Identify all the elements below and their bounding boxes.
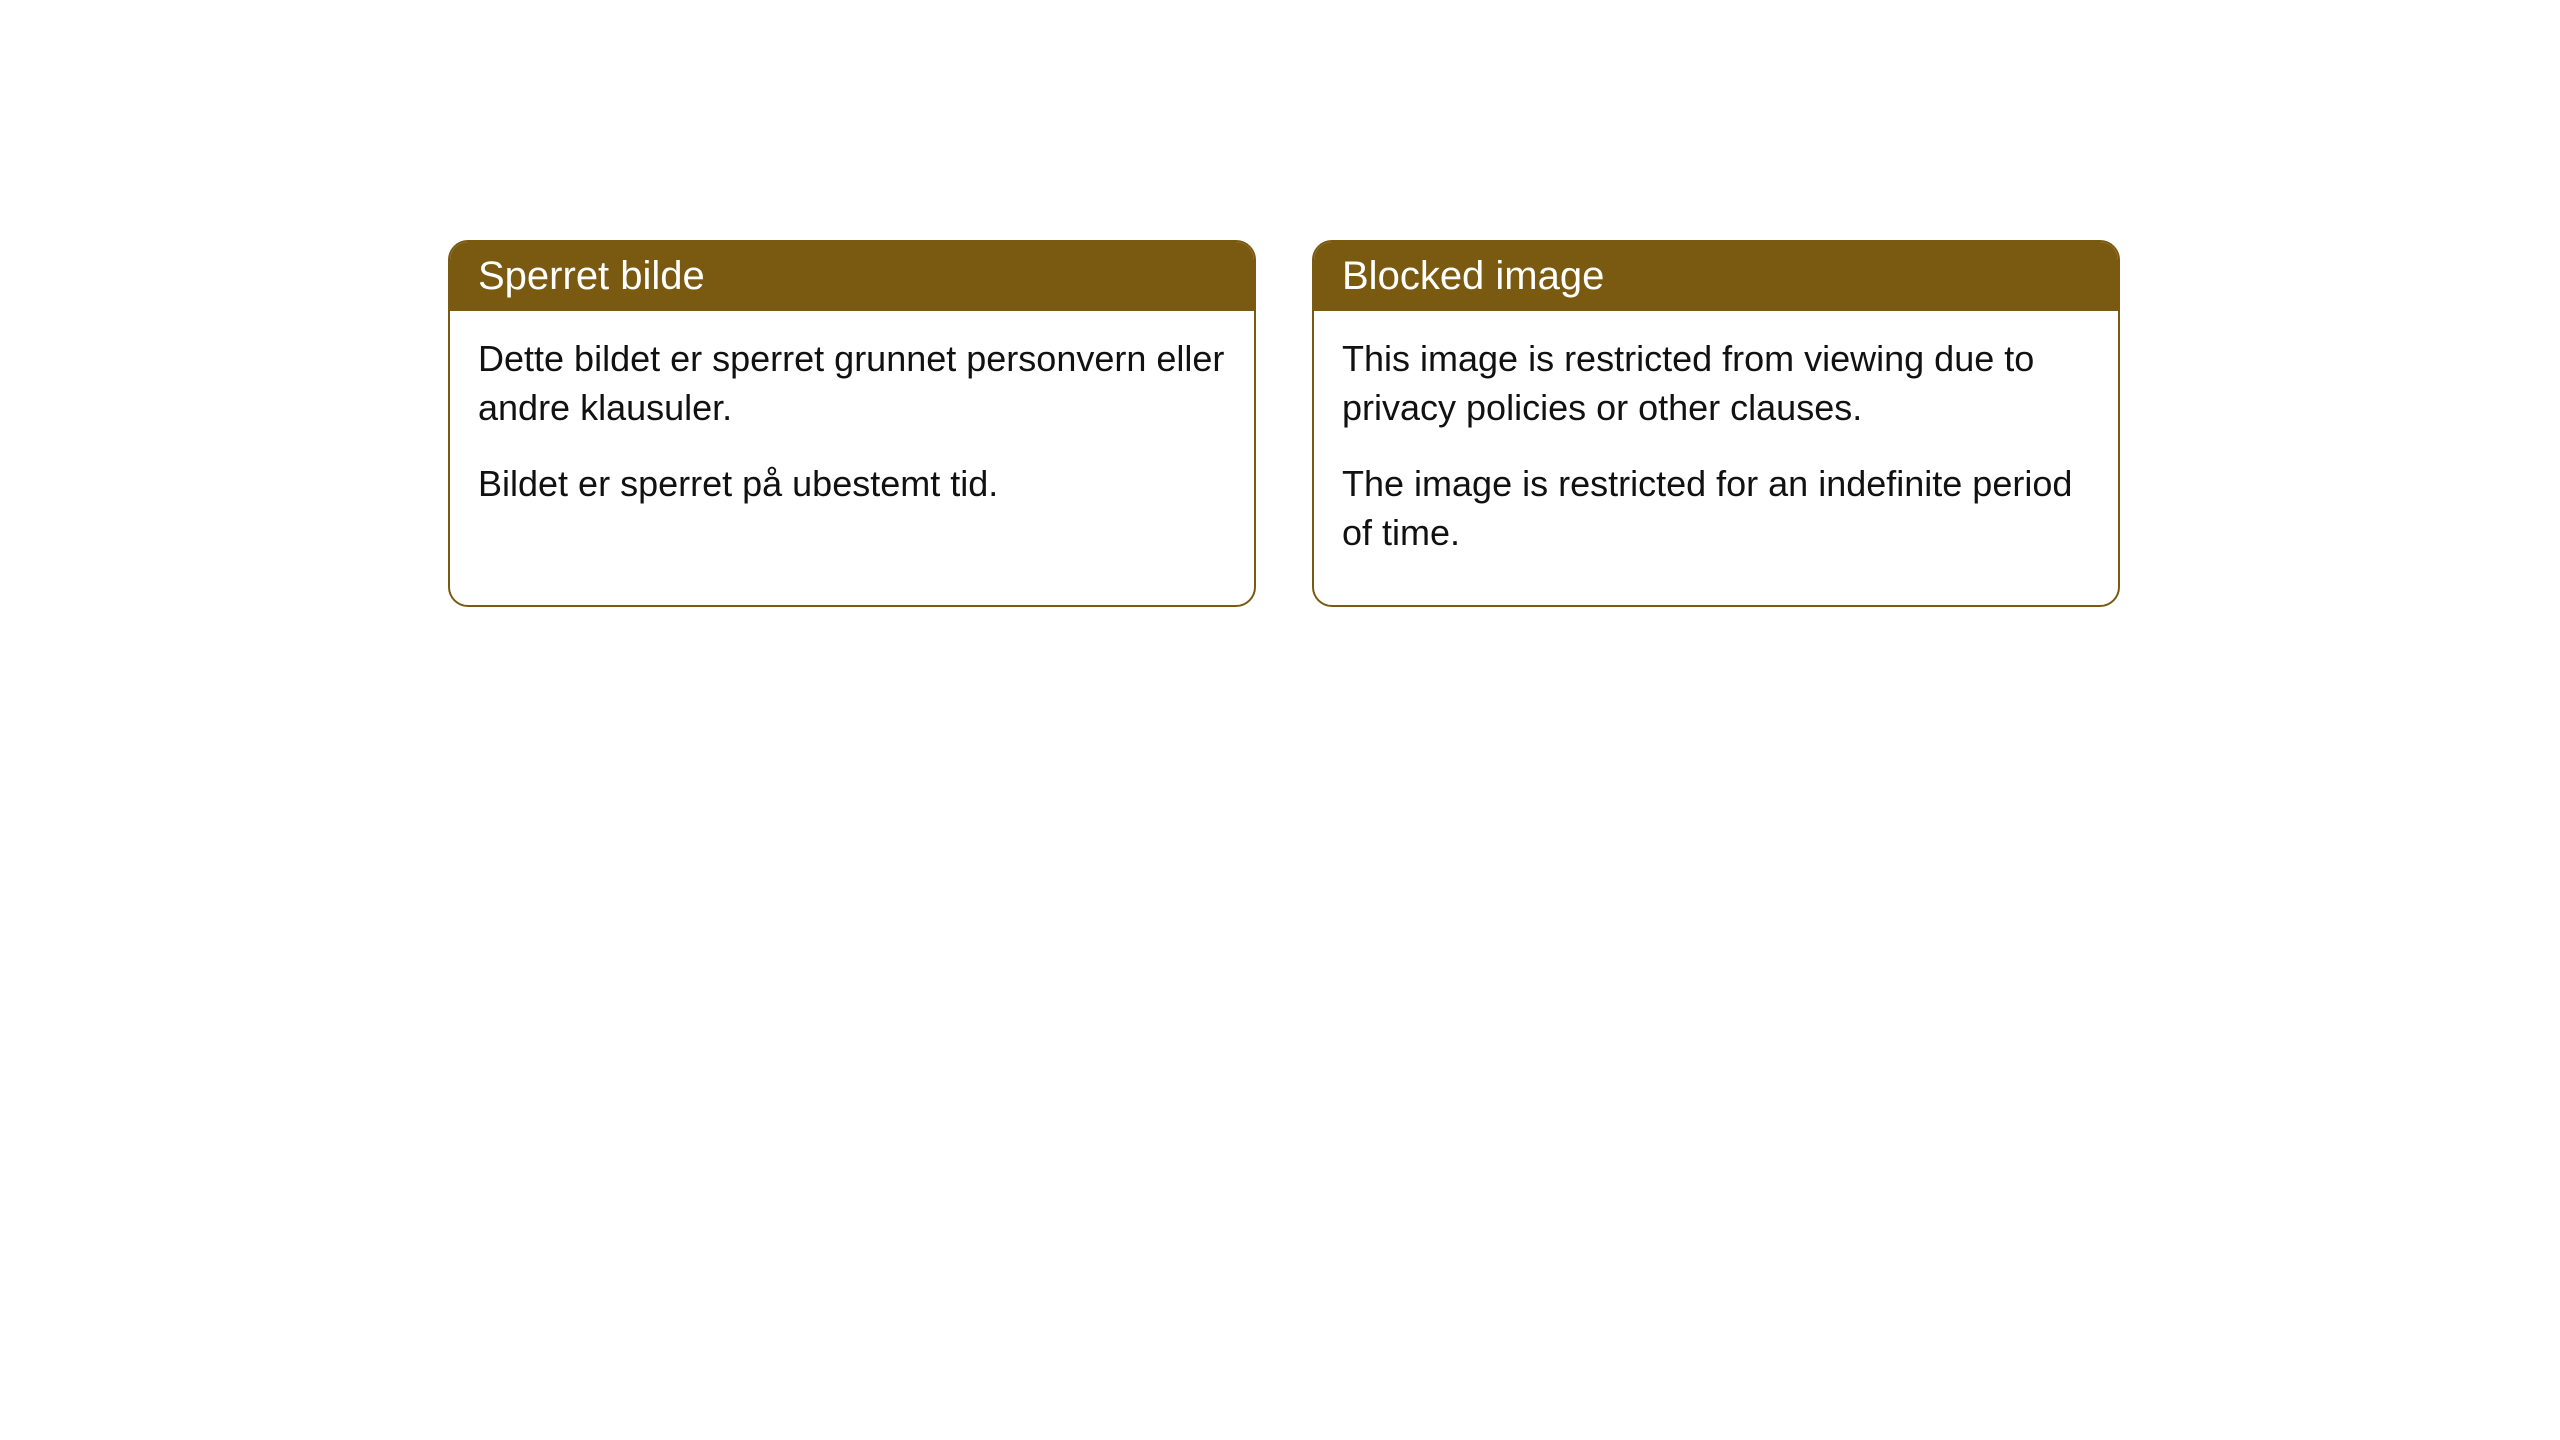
card-body: Dette bildet er sperret grunnet personve…	[450, 311, 1254, 557]
card-paragraph: Dette bildet er sperret grunnet personve…	[478, 335, 1226, 432]
card-paragraph: Bildet er sperret på ubestemt tid.	[478, 460, 1226, 509]
card-body: This image is restricted from viewing du…	[1314, 311, 2118, 605]
card-title: Blocked image	[1342, 254, 1604, 298]
notice-cards-container: Sperret bilde Dette bildet er sperret gr…	[448, 240, 2120, 607]
blocked-image-card-english: Blocked image This image is restricted f…	[1312, 240, 2120, 607]
card-header: Blocked image	[1314, 242, 2118, 311]
card-title: Sperret bilde	[478, 254, 705, 298]
card-paragraph: This image is restricted from viewing du…	[1342, 335, 2090, 432]
card-header: Sperret bilde	[450, 242, 1254, 311]
card-paragraph: The image is restricted for an indefinit…	[1342, 460, 2090, 557]
blocked-image-card-norwegian: Sperret bilde Dette bildet er sperret gr…	[448, 240, 1256, 607]
